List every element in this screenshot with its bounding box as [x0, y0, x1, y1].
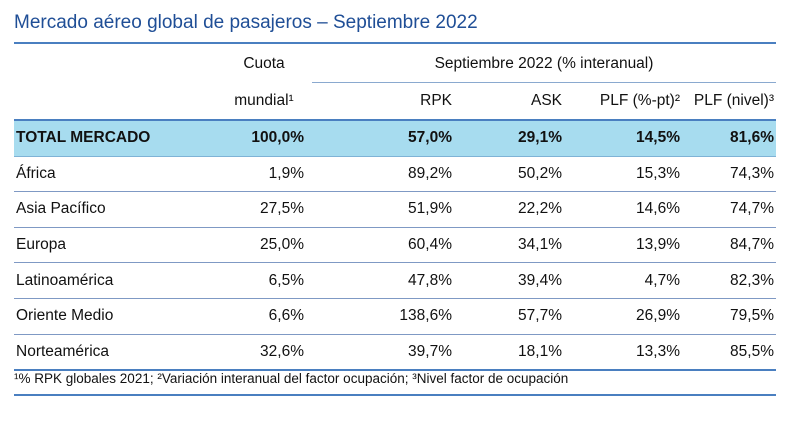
rpk-cell: 47,8% [312, 262, 460, 299]
ask-cell: 34,1% [460, 227, 570, 264]
region-cell: África [14, 156, 216, 193]
plf-nivel-cell: 82,3% [688, 262, 776, 299]
region-cell: Asia Pacífico [14, 191, 216, 228]
region-cell: TOTAL MERCADO [14, 120, 216, 157]
bottom-rule [14, 394, 776, 396]
header-quota-line1: Cuota [243, 55, 285, 73]
table-row: Asia Pacífico 27,5% 51,9% 22,2% 14,6% 74… [14, 191, 776, 228]
header-rpk: RPK [312, 82, 460, 121]
ask-cell: 39,4% [460, 262, 570, 299]
rpk-cell: 60,4% [312, 227, 460, 264]
cuota-cell: 100,0% [216, 120, 312, 157]
plf-nivel-cell: 85,5% [688, 334, 776, 372]
rpk-cell: 39,7% [312, 334, 460, 372]
ask-cell: 57,7% [460, 298, 570, 335]
plf-pt-cell: 15,3% [570, 156, 688, 193]
plf-nivel-cell: 74,3% [688, 156, 776, 193]
rpk-cell: 89,2% [312, 156, 460, 193]
region-cell: Norteamérica [14, 334, 216, 372]
plf-pt-cell: 26,9% [570, 298, 688, 335]
table-row: Latinoamérica 6,5% 47,8% 39,4% 4,7% 82,3… [14, 262, 776, 299]
cuota-cell: 32,6% [216, 334, 312, 372]
plf-nivel-cell: 84,7% [688, 227, 776, 264]
rpk-cell: 138,6% [312, 298, 460, 335]
cuota-cell: 27,5% [216, 191, 312, 228]
header-period: Septiembre 2022 (% interanual) [312, 46, 776, 83]
passenger-market-table: Cuota Septiembre 2022 (% interanual) mun… [14, 46, 776, 372]
plf-pt-cell: 4,7% [570, 262, 688, 299]
ask-cell: 18,1% [460, 334, 570, 372]
cuota-cell: 1,9% [216, 156, 312, 193]
ask-cell: 22,2% [460, 191, 570, 228]
table-row: Norteamérica 32,6% 39,7% 18,1% 13,3% 85,… [14, 334, 776, 372]
region-cell: Latinoamérica [14, 262, 216, 299]
table-row: Oriente Medio 6,6% 138,6% 57,7% 26,9% 79… [14, 298, 776, 335]
cuota-cell: 6,6% [216, 298, 312, 335]
plf-nivel-cell: 74,7% [688, 191, 776, 228]
region-cell: Europa [14, 227, 216, 264]
plf-nivel-cell: 81,6% [688, 120, 776, 157]
header-empty [14, 46, 216, 83]
ask-cell: 29,1% [460, 120, 570, 157]
plf-pt-cell: 13,9% [570, 227, 688, 264]
header-plf-nivel: PLF (nivel)³ [688, 82, 776, 121]
footnote: ¹% RPK globales 2021; ²Variación interan… [14, 371, 569, 386]
plf-pt-cell: 14,5% [570, 120, 688, 157]
table-row: Europa 25,0% 60,4% 34,1% 13,9% 84,7% [14, 227, 776, 264]
cuota-cell: 6,5% [216, 262, 312, 299]
plf-pt-cell: 13,3% [570, 334, 688, 372]
plf-nivel-cell: 79,5% [688, 298, 776, 335]
top-rule [14, 42, 776, 44]
total-row: TOTAL MERCADO 100,0% 57,0% 29,1% 14,5% 8… [14, 120, 776, 157]
table-row: África 1,9% 89,2% 50,2% 15,3% 74,3% [14, 156, 776, 193]
header-quota-line2: mundial¹ [216, 82, 312, 121]
rpk-cell: 51,9% [312, 191, 460, 228]
plf-pt-cell: 14,6% [570, 191, 688, 228]
ask-cell: 50,2% [460, 156, 570, 193]
cuota-cell: 25,0% [216, 227, 312, 264]
rpk-cell: 57,0% [312, 120, 460, 157]
table-title: Mercado aéreo global de pasajeros – Sept… [14, 12, 478, 33]
header-empty-2 [14, 82, 216, 121]
header-plf-pt: PLF (%-pt)² [570, 82, 688, 121]
header-ask: ASK [460, 82, 570, 121]
region-cell: Oriente Medio [14, 298, 216, 335]
